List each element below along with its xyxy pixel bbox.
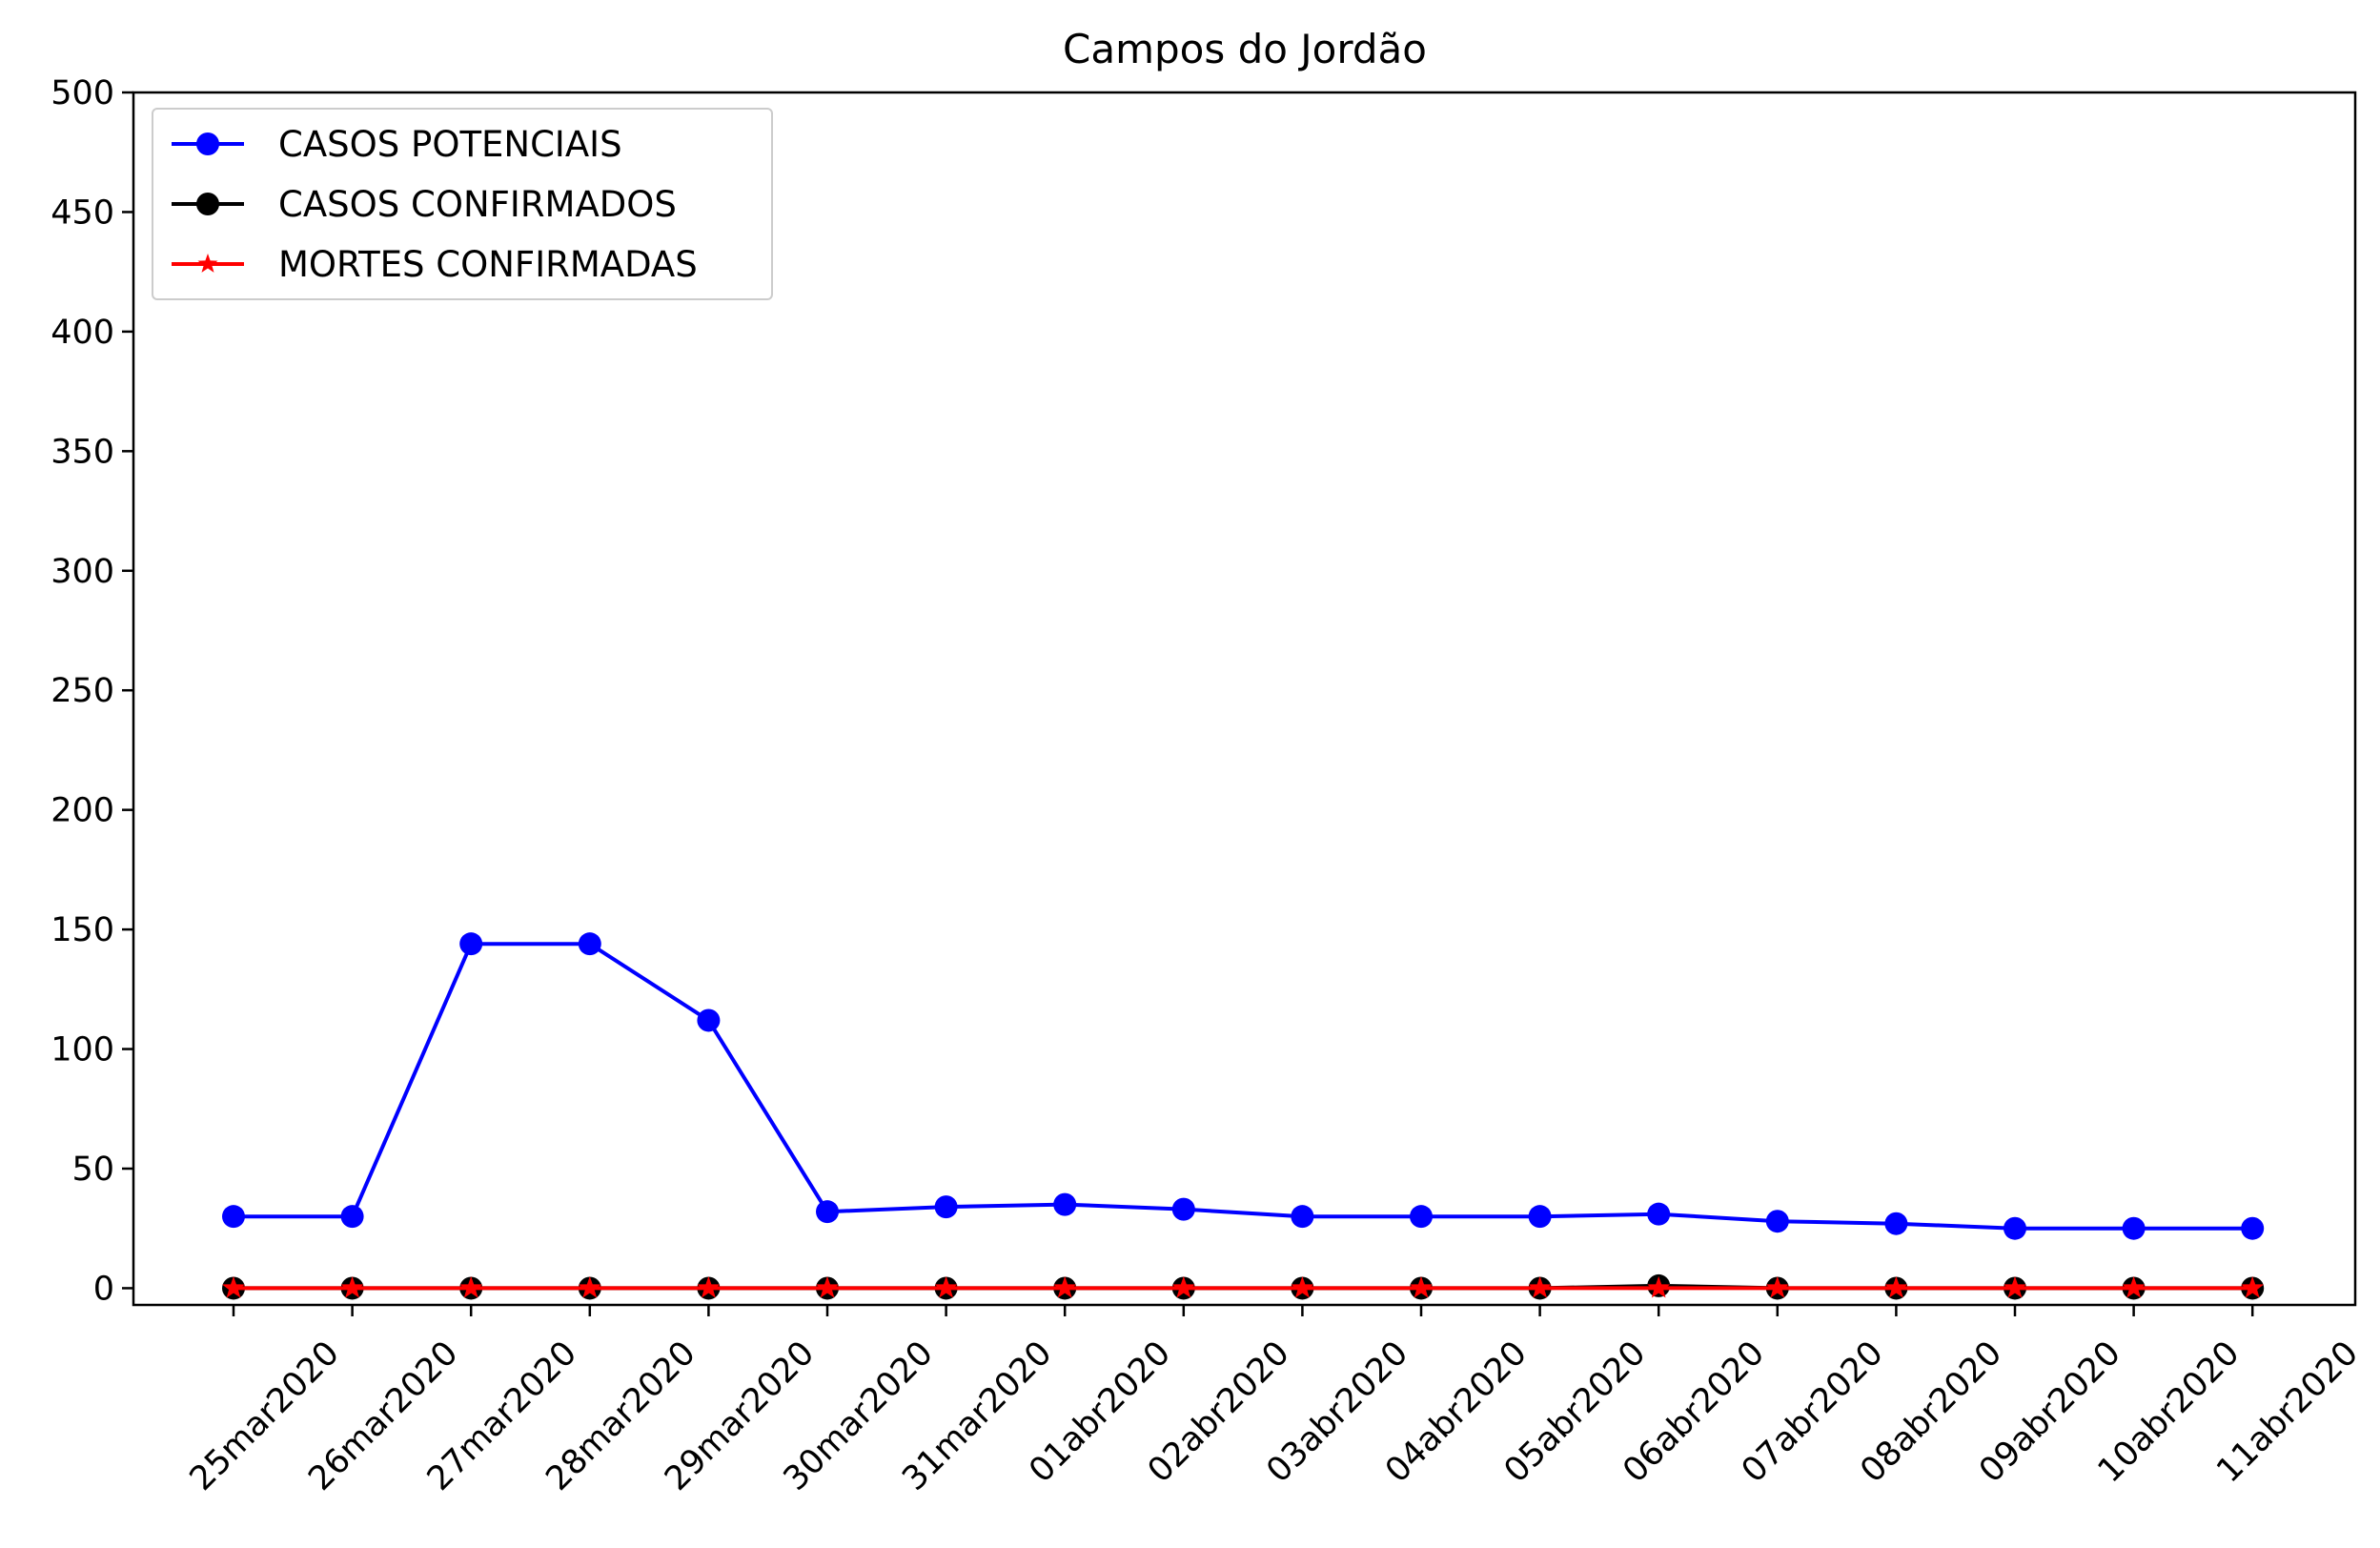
data-point [816,1275,839,1298]
data-point [2004,1216,2026,1240]
legend: CASOS POTENCIAIS CASOS CONFIRMADOS MORTES … [152,108,773,300]
data-point [1053,1275,1077,1298]
legend-label: CASOS CONFIRMADOS [278,184,677,225]
data-point [2122,1275,2146,1298]
data-point [1647,1275,1671,1298]
data-point [2241,1216,2265,1240]
data-point [1410,1275,1433,1298]
y-tick-label: 200 [51,792,114,830]
data-point [1528,1205,1552,1229]
y-tick-label: 0 [93,1270,114,1308]
data-point [578,932,601,956]
data-point [1171,1197,1195,1221]
y-tick-label: 50 [71,1151,114,1189]
data-point [934,1195,958,1219]
data-point [1765,1275,1789,1298]
data-point [1291,1205,1314,1229]
data-point [697,1275,721,1298]
legend-entry: CASOS POTENCIAIS [172,124,622,165]
data-point [1528,1275,1552,1298]
y-tick-label: 500 [51,74,114,112]
series-line [234,942,2253,1231]
data-point [934,1275,958,1298]
y-tick-label: 400 [51,314,114,352]
legend-swatch-marker [197,254,218,273]
data-point [2241,1275,2265,1298]
legend-swatch-marker [196,132,219,155]
y-tick-label: 300 [51,553,114,591]
data-point [1765,1210,1789,1233]
y-tick-label: 150 [51,911,114,949]
y-tick-label: 350 [51,433,114,471]
data-point [2004,1275,2026,1298]
data-point [1053,1192,1077,1216]
legend-box [152,108,773,300]
data-point [459,932,483,956]
data-point [578,1275,601,1298]
data-point [1171,1275,1195,1298]
legend-label: CASOS POTENCIAIS [278,124,622,165]
chart-title: Campos do Jordão [1063,26,1427,72]
y-tick-label: 450 [51,194,114,232]
data-point [816,1200,839,1224]
data-point [222,1275,245,1298]
legend-entry: CASOS CONFIRMADOS [172,184,677,225]
data-point [222,1205,245,1229]
data-point [697,1008,721,1032]
series-3 [222,1275,2265,1298]
legend-swatch-marker [196,193,219,215]
y-tick-label: 250 [51,672,114,710]
data-point [1884,1212,1908,1235]
data-point [1884,1275,1908,1298]
data-point [459,1275,483,1298]
legend-label: MORTES CONFIRMADAS [278,244,698,285]
series-1 [222,932,2265,1240]
data-point [340,1205,364,1229]
y-tick-label: 100 [51,1031,114,1069]
data-point [1647,1202,1671,1226]
data-point [2122,1216,2146,1240]
plot-frame [132,91,2357,1307]
legend-entry: MORTES CONFIRMADAS [172,244,698,285]
data-point [1410,1205,1433,1229]
data-point [340,1275,364,1298]
data-point [1291,1275,1314,1298]
